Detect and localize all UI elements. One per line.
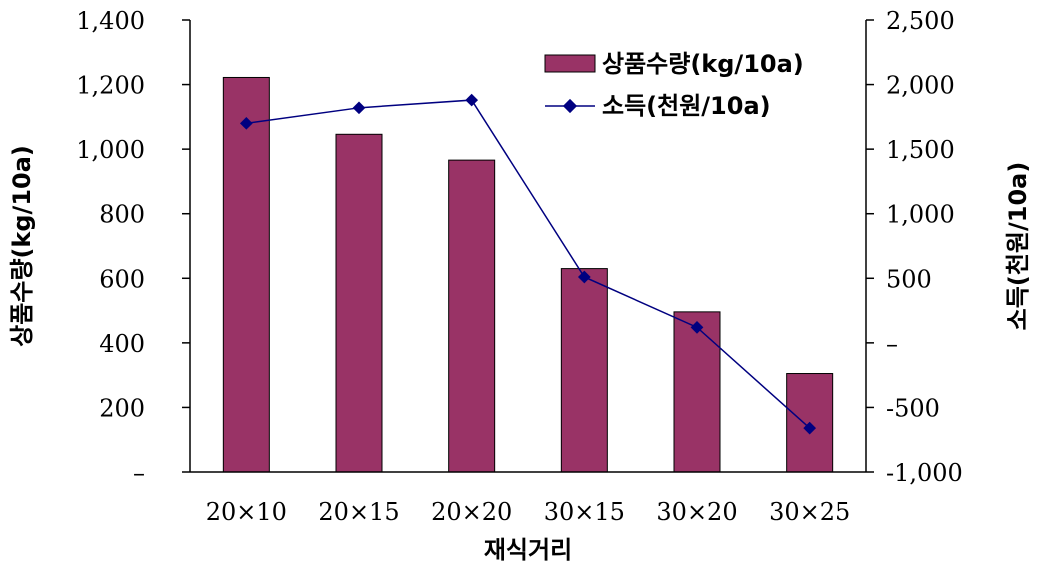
bar: [448, 159, 496, 473]
legend-label-bar: 상품수량(kg/10a): [602, 50, 804, 78]
category-labels: 20×10 20×15 20×20 30×15 30×20 30×25: [206, 498, 851, 526]
right-tick-label: 2,000: [886, 72, 955, 100]
legend-marker: [562, 98, 578, 114]
left-tick-label: –: [133, 459, 145, 487]
category-label: 20×10: [206, 498, 287, 526]
category-label: 30×15: [544, 498, 625, 526]
category-label: 20×15: [318, 498, 399, 526]
left-tick-label: 800: [99, 201, 145, 229]
legend-label-line: 소득(천원/10a): [602, 92, 771, 120]
left-tick-label: 200: [99, 394, 145, 422]
x-axis-title: 재식거리: [484, 536, 572, 563]
bar: [560, 268, 608, 473]
left-tick-label: 1,400: [76, 7, 145, 35]
right-tick-label: –: [886, 330, 898, 358]
category-label: 30×20: [656, 498, 737, 526]
left-axis-title: 상품수량(kg/10a): [8, 145, 36, 347]
line-path: [246, 99, 811, 429]
right-tick-labels: -1,000 -500 – 500 1,000 1,500 2,000 2,500: [866, 7, 963, 487]
right-tick-label: -500: [886, 394, 940, 422]
left-tick-label: 400: [99, 330, 145, 358]
bar: [222, 76, 270, 473]
line-point: [465, 93, 479, 107]
legend-swatch-bar: [544, 54, 596, 73]
left-tick-labels: – 200 400 600 800 1,000 1,200 1,400: [76, 7, 190, 487]
line-series: [239, 93, 817, 435]
right-axis-title: 소득(천원/10a): [1004, 162, 1032, 331]
category-label: 20×20: [431, 498, 512, 526]
left-tick-label: 600: [99, 265, 145, 293]
right-tick-label: 1,000: [886, 201, 955, 229]
bar: [335, 133, 383, 473]
right-tick-label: 1,500: [886, 136, 955, 164]
line-point: [239, 116, 253, 130]
bar: [673, 311, 721, 473]
category-label: 30×25: [769, 498, 850, 526]
left-tick-label: 1,000: [76, 136, 145, 164]
axes: [189, 20, 867, 473]
right-tick-label: -1,000: [886, 459, 963, 487]
right-tick-label: 2,500: [886, 7, 955, 35]
line-point: [352, 101, 366, 115]
right-tick-label: 500: [886, 265, 932, 293]
left-tick-label: 1,200: [76, 72, 145, 100]
legend: 상품수량(kg/10a) 소득(천원/10a): [544, 50, 804, 120]
bar-series: [222, 76, 834, 473]
